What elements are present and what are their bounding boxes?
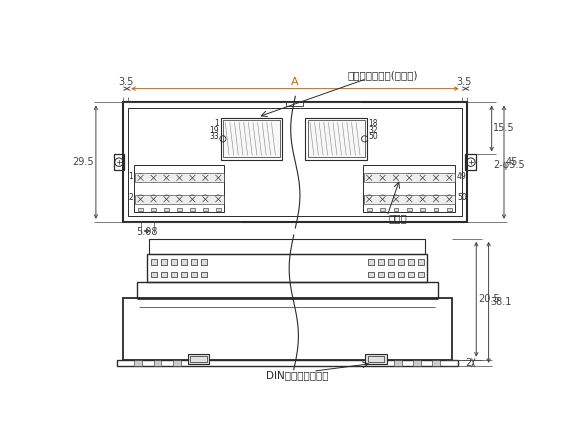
Bar [191,259,196,265]
Bar [394,208,398,211]
Text: 5.08: 5.08 [136,227,158,237]
Bar [190,208,195,211]
Bar [418,259,424,265]
Bar [394,361,402,366]
Bar [368,272,374,277]
Bar [181,272,187,277]
Text: 49: 49 [457,172,467,181]
Bar [447,208,452,211]
Text: 20.5: 20.5 [478,294,500,304]
Bar [465,154,476,170]
Bar [135,194,224,204]
Bar [408,259,414,265]
Bar [220,118,282,160]
Bar [114,154,124,170]
Bar [388,272,394,277]
Text: 19: 19 [209,125,219,135]
Text: 2: 2 [465,358,472,368]
Text: 50: 50 [368,132,378,141]
Bar [286,103,303,106]
Bar [305,118,367,160]
Bar [308,120,364,157]
Bar [364,194,455,204]
Bar [150,259,157,265]
Text: 端子台: 端子台 [388,213,408,223]
Bar [154,361,161,366]
Bar [223,120,280,157]
Text: 45: 45 [505,157,518,167]
Bar [398,259,404,265]
Bar [150,272,157,277]
Bar [160,272,167,277]
Text: 38.1: 38.1 [490,297,511,307]
Text: A: A [291,77,298,87]
Text: 15.5: 15.5 [493,124,515,133]
Bar [380,208,385,211]
Bar [407,208,412,211]
Bar [138,208,143,211]
Text: 3.5: 3.5 [456,77,472,87]
Text: 29.5: 29.5 [72,157,94,167]
Bar [388,259,394,265]
Bar [181,259,187,265]
Text: 33: 33 [209,132,219,141]
Bar [117,360,458,366]
Bar [128,108,462,216]
Bar [420,208,425,211]
Bar [177,208,182,211]
Bar [418,272,424,277]
Text: 2-φ3.5: 2-φ3.5 [493,160,525,170]
Bar [149,239,426,254]
Text: 多極形コネクタ(プラグ): 多極形コネクタ(プラグ) [347,70,417,80]
Bar [434,208,438,211]
Bar [173,361,181,366]
Bar [201,259,207,265]
Text: DINレール用ロック: DINレール用ロック [266,370,329,380]
Bar [367,208,371,211]
Bar [135,165,224,212]
Bar [203,208,208,211]
Text: 32: 32 [368,125,378,135]
Bar [408,272,414,277]
Text: 3.5: 3.5 [118,77,134,87]
Text: 2: 2 [128,193,133,202]
Text: 1: 1 [215,119,219,128]
Bar [191,272,196,277]
Bar [201,272,207,277]
Bar [364,173,455,182]
Bar [363,165,455,212]
Bar [378,272,384,277]
Bar [171,259,177,265]
Bar [123,103,467,222]
Bar [216,208,220,211]
Bar [190,356,207,362]
Bar [188,354,209,364]
Bar [147,254,427,282]
Text: 1: 1 [128,172,133,181]
Bar [135,173,224,182]
Bar [136,282,438,298]
Bar [151,208,156,211]
Bar [160,259,167,265]
Bar [368,259,374,265]
Bar [164,208,169,211]
Bar [123,298,452,360]
Text: 50: 50 [457,193,467,202]
Bar [367,356,384,362]
Bar [171,272,177,277]
Text: 18: 18 [368,119,378,128]
Bar [135,361,142,366]
Bar [365,354,387,364]
Bar [433,361,440,366]
Bar [378,259,384,265]
Bar [398,272,404,277]
Bar [413,361,421,366]
